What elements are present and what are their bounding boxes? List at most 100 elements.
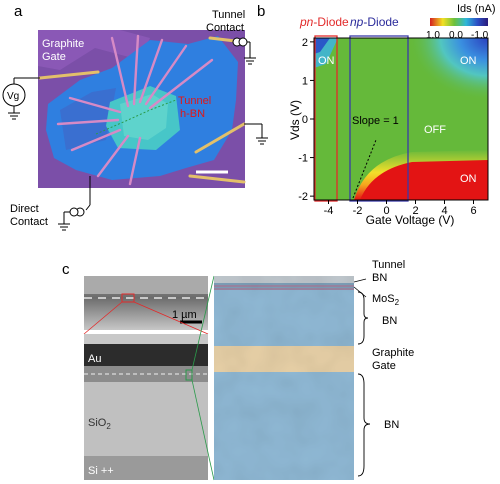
tunnel-bn-pointer	[353, 278, 367, 283]
finger-7	[56, 118, 120, 126]
y-tick-label-4: -2	[298, 191, 308, 203]
stack-layer	[84, 366, 208, 382]
tunnel-hbn-label-1: Tunnel	[178, 95, 211, 107]
on-top-left-core	[314, 38, 330, 54]
region-labels: ON ON OFF ON Slope = 1	[318, 55, 477, 185]
si-label: Si ++	[88, 465, 114, 477]
bn-bottom-layer	[214, 372, 354, 480]
direct-contact-label-2: Contact	[10, 216, 48, 228]
on-top-right-region	[400, 38, 488, 108]
tunnel-contact-label-1: Tunnel	[212, 9, 245, 21]
graphite-gate-label-2: Gate	[42, 51, 66, 63]
tunnel-contact-circuit	[232, 37, 256, 65]
sio2-label: SiO2	[88, 417, 111, 431]
scale-bar-label: 1 µm	[172, 309, 197, 321]
zoom-line-bottom	[191, 379, 215, 481]
zoom-box-green	[185, 369, 193, 381]
pn-diode-header-rest: -Diode	[313, 15, 349, 29]
finger-1	[110, 36, 130, 108]
finger-5	[148, 58, 214, 110]
finger-2	[132, 34, 140, 106]
y-tick-label-3: -1	[298, 153, 308, 165]
zoom-line-top	[191, 275, 215, 371]
np-diode-box	[349, 35, 409, 202]
colorbar-label: Ids (nA)	[457, 3, 496, 15]
sem-low-mag-top-band	[84, 276, 208, 294]
region-label-on-bottom: ON	[460, 173, 477, 185]
bottom-right-lead	[188, 174, 246, 184]
top-layer	[84, 334, 208, 344]
si-layer	[84, 456, 208, 480]
colorbar-tick-1: 0.0	[449, 30, 463, 41]
direct-contact-label-1: Direct	[10, 203, 39, 215]
panel-b-letter: b	[257, 3, 265, 20]
graphite-gate-label-c-1: Graphite	[372, 347, 414, 359]
pink-contacts	[56, 34, 214, 186]
y-tick-label-2: 0	[302, 114, 308, 126]
heatmap-axes: -4 -2 0 2 4 6 2 1 0 -1 -2	[298, 37, 476, 217]
x-tick-label-0: -4	[324, 205, 334, 217]
sem-low-mag: 1 µm	[84, 276, 208, 330]
sio2-layer	[84, 382, 208, 456]
np-diode-header-rest: -Diode	[363, 15, 399, 29]
bn-top-label: BN	[382, 315, 397, 327]
pn-diode-box	[314, 35, 338, 202]
bn-flake-dark	[60, 88, 116, 150]
x-tick-label-3: 2	[412, 205, 418, 217]
sio2-label-main: SiO	[88, 417, 107, 429]
tunnel-hbn-center	[120, 94, 168, 140]
region-label-off: OFF	[424, 124, 446, 136]
finger-8	[70, 128, 122, 152]
x-tick-label-1: -2	[353, 205, 363, 217]
au-layer	[84, 344, 208, 366]
graphite-gate-label-c-2: Gate	[372, 360, 396, 372]
finger-4	[144, 44, 188, 106]
on-bottom-region	[360, 160, 488, 200]
colorbar: Ids (nA) 1.0 0.0 -1.0	[426, 3, 496, 41]
mos2-layer	[214, 283, 354, 290]
finger-3	[138, 38, 164, 104]
substrate-light-area	[38, 30, 150, 70]
x-tick-label-4: 4	[441, 205, 447, 217]
colorbar-gradient	[430, 18, 488, 26]
x-tick-label-5: 6	[470, 205, 476, 217]
tunnel-bn-label-2: BN	[372, 272, 387, 284]
zoom-box	[121, 293, 135, 303]
graphite-layer	[214, 346, 354, 372]
colorbar-tick-2: -1.0	[471, 30, 489, 41]
panel-c: c 1 µm Au SiO2 Si ++	[62, 259, 414, 481]
finger-10	[128, 136, 142, 186]
slope-label: Slope = 1	[352, 115, 399, 127]
finger-9	[96, 134, 130, 178]
panel-a-letter: a	[14, 3, 23, 20]
region-label-on-top-left: ON	[318, 55, 335, 67]
layer-labels: Tunnel BN MoS2 BN Graphite Gate BN	[353, 259, 414, 477]
tunnel-bn-layer	[214, 276, 354, 283]
au-label: Au	[88, 353, 101, 365]
vg-source-circuit	[2, 77, 40, 120]
mos2-label-main: MoS	[372, 293, 395, 305]
colorbar-tick-0: 1.0	[426, 30, 440, 41]
bn-bottom-label: BN	[384, 419, 399, 431]
mos2-label: MoS2	[372, 293, 400, 307]
np-diode-header: np-Diode	[350, 15, 399, 29]
sem-cross-section: Au SiO2 Si ++	[84, 334, 208, 480]
y-tick-label-0: 2	[302, 37, 308, 49]
tem-cross-section	[214, 276, 354, 480]
finger-6	[68, 96, 122, 114]
panel-b: b pn-Diode np-Diode Ids (nA) 1.0 0.0 -1.…	[257, 3, 496, 227]
sio2-label-sub: 2	[106, 422, 111, 431]
panel-c-letter: c	[62, 261, 70, 278]
np-diode-header-italic: np	[350, 15, 364, 29]
tunnel-bn-label-1: Tunnel	[372, 259, 405, 271]
heatmap	[313, 35, 489, 202]
right-ground-circuit	[244, 123, 268, 145]
y-tick-label-1: 1	[302, 75, 308, 87]
y-axis-label: Vds (V)	[288, 100, 302, 140]
vg-label: Vg	[7, 91, 19, 102]
bn-top-layer	[214, 290, 354, 346]
direct-contact-circuit	[58, 176, 91, 231]
graphite-outline	[95, 99, 177, 135]
bn-bottom-brace	[357, 373, 371, 477]
